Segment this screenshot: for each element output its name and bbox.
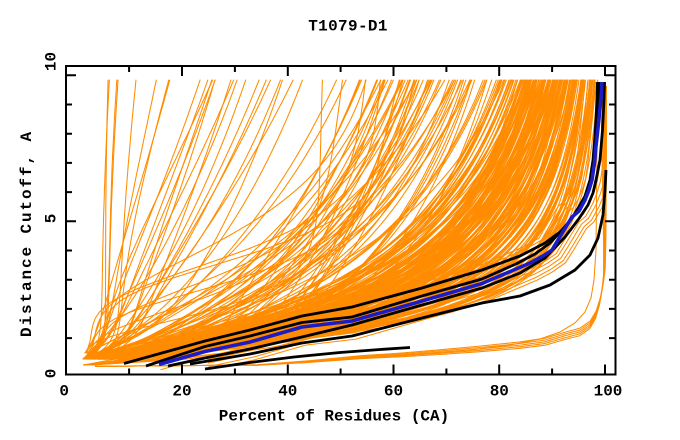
svg-text:5: 5: [43, 214, 61, 224]
svg-text:20: 20: [172, 383, 191, 401]
svg-text:Percent of Residues (CA): Percent of Residues (CA): [219, 408, 449, 426]
svg-text:0: 0: [43, 369, 61, 379]
svg-text:40: 40: [278, 383, 297, 401]
svg-text:Distance Cutoff, A: Distance Cutoff, A: [18, 130, 36, 337]
svg-text:T1079-D1: T1079-D1: [308, 18, 388, 36]
svg-text:60: 60: [384, 383, 403, 401]
svg-text:80: 80: [490, 383, 509, 401]
svg-text:10: 10: [43, 52, 61, 71]
svg-text:0: 0: [59, 383, 69, 401]
svg-text:100: 100: [594, 383, 623, 401]
